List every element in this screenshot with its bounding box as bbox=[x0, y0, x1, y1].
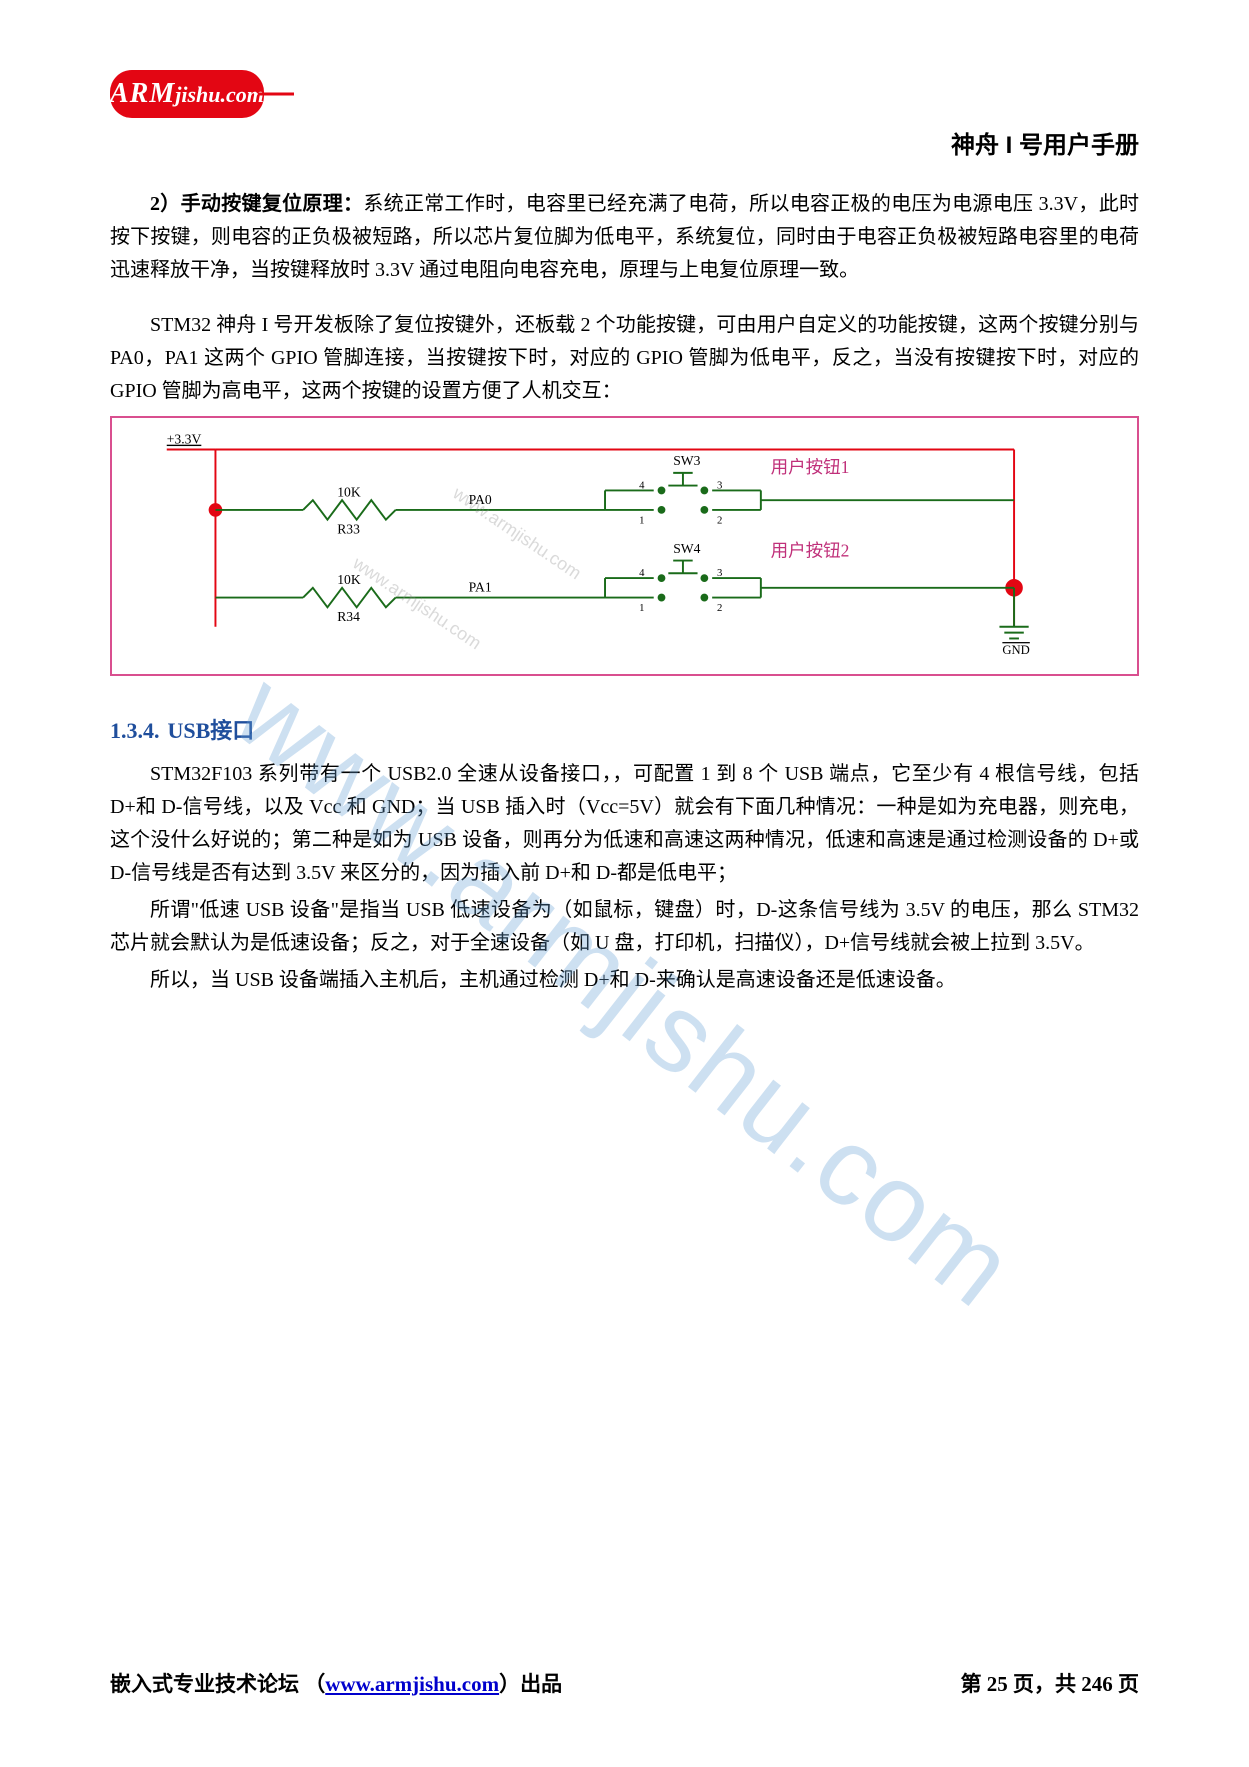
paragraph-usb-1: STM32F103 系列带有一个 USB2.0 全速从设备接口，，可配置 1 到… bbox=[110, 758, 1139, 890]
svg-text:2: 2 bbox=[717, 603, 722, 615]
footer-left-b: ）出品 bbox=[499, 1672, 562, 1696]
svg-text:2: 2 bbox=[717, 515, 722, 527]
footer-left-a: 嵌入式专业技术论坛 （ bbox=[110, 1672, 325, 1696]
section-heading-usb: 1.3.4. USB接口 bbox=[110, 712, 1139, 749]
svg-text:10K: 10K bbox=[337, 485, 361, 500]
svg-text:PA0: PA0 bbox=[469, 492, 492, 507]
svg-text:SW3: SW3 bbox=[673, 454, 700, 469]
footer-left: 嵌入式专业技术论坛 （www.armjishu.com）出品 bbox=[110, 1667, 562, 1703]
doc-title: 神舟 I 号用户手册 bbox=[110, 126, 1139, 167]
diag-btn2-label: 用户按钮2 bbox=[771, 541, 850, 561]
svg-text:1: 1 bbox=[639, 515, 644, 527]
svg-text:PA1: PA1 bbox=[469, 580, 492, 595]
footer-link[interactable]: www.armjishu.com bbox=[325, 1672, 499, 1696]
p1-lead: 2）手动按键复位原理： bbox=[150, 193, 363, 215]
svg-text:SW4: SW4 bbox=[673, 541, 700, 556]
paragraph-usb-2: 所谓"低速 USB 设备"是指当 USB 低速设备为（如鼠标，键盘）时，D-这条… bbox=[110, 894, 1139, 960]
page-footer: 嵌入式专业技术论坛 （www.armjishu.com）出品 第 25 页，共 … bbox=[110, 1667, 1139, 1703]
diag-vlabel: +3.3V bbox=[167, 432, 202, 447]
svg-text:GND: GND bbox=[1002, 643, 1029, 656]
footer-page-num: 第 25 页，共 246 页 bbox=[961, 1667, 1140, 1703]
circuit-svg: +3.3V 10K R33 PA0 SW3 bbox=[124, 432, 1125, 656]
svg-text:R34: R34 bbox=[337, 609, 360, 624]
svg-text:R33: R33 bbox=[337, 522, 360, 537]
svg-text:3: 3 bbox=[717, 568, 722, 580]
diag-btn1-label: 用户按钮1 bbox=[771, 457, 850, 477]
paragraph-buttons: STM32 神舟 I 号开发板除了复位按键外，还板载 2 个功能按键，可由用户自… bbox=[110, 309, 1139, 408]
section-num: 1.3.4. bbox=[110, 718, 160, 743]
paragraph-reset-principle: 2）手动按键复位原理：系统正常工作时，电容里已经充满了电荷，所以电容正极的电压为… bbox=[110, 188, 1139, 287]
svg-text:4: 4 bbox=[639, 568, 645, 580]
svg-text:3: 3 bbox=[717, 480, 722, 492]
logo-text-rest: jishu.com bbox=[175, 82, 264, 107]
logo-text-arm: ARM bbox=[110, 78, 175, 109]
svg-text:4: 4 bbox=[639, 480, 645, 492]
circuit-diagram: +3.3V 10K R33 PA0 SW3 bbox=[110, 416, 1139, 676]
svg-text:1: 1 bbox=[639, 603, 644, 615]
logo-banner: ARMjishu.com bbox=[110, 70, 1139, 118]
svg-text:10K: 10K bbox=[337, 572, 361, 587]
logo: ARMjishu.com bbox=[110, 70, 264, 118]
paragraph-usb-3: 所以，当 USB 设备端插入主机后，主机通过检测 D+和 D-来确认是高速设备还… bbox=[110, 964, 1139, 997]
section-title: USB接口 bbox=[168, 718, 255, 743]
